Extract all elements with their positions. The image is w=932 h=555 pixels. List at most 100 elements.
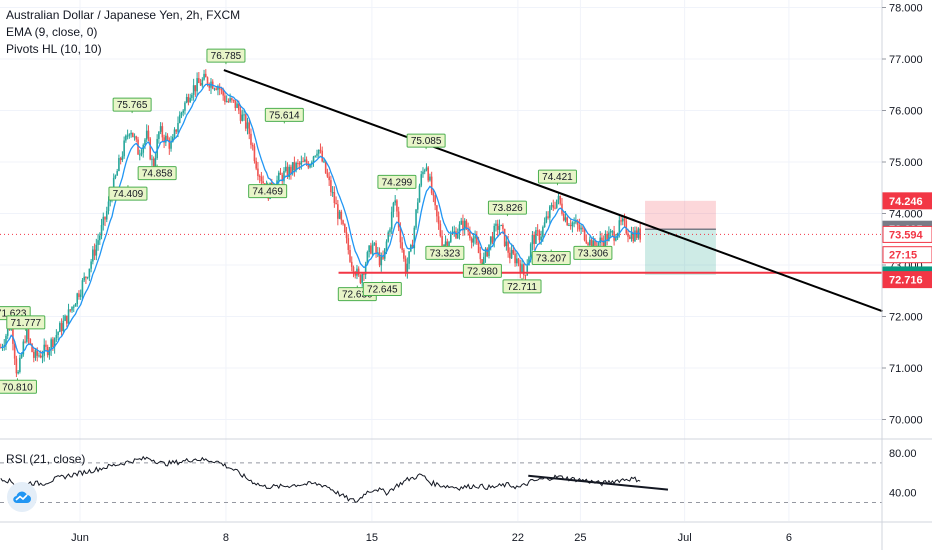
candle-body bbox=[430, 176, 433, 194]
grid bbox=[0, 0, 882, 521]
candle-body bbox=[5, 335, 7, 345]
candle-body bbox=[510, 249, 513, 259]
trend-line bbox=[223, 69, 884, 313]
candle-body bbox=[253, 146, 256, 162]
pivot-label: 73.207 bbox=[536, 254, 567, 265]
candle-body bbox=[50, 339, 52, 350]
candle-body bbox=[587, 243, 589, 246]
chart-legend: Australian Dollar / Japanese Yen, 2h, FX… bbox=[6, 7, 240, 58]
candle-body bbox=[290, 166, 292, 174]
candle-body bbox=[623, 218, 626, 221]
symbol-title[interactable]: Australian Dollar / Japanese Yen, 2h, FX… bbox=[6, 8, 241, 22]
tradingview-cloud-icon[interactable] bbox=[7, 482, 37, 512]
candle-body bbox=[512, 249, 515, 254]
candle-body bbox=[571, 222, 574, 227]
candle-body bbox=[156, 138, 158, 159]
candle-body bbox=[95, 244, 98, 256]
candle-body bbox=[602, 240, 605, 247]
candle-body bbox=[300, 161, 303, 165]
pivot-label: 73.323 bbox=[430, 248, 461, 259]
candle-body bbox=[437, 216, 440, 224]
candle-body bbox=[359, 274, 362, 283]
candles bbox=[0, 69, 641, 378]
candle-body bbox=[20, 354, 23, 358]
pivot-label-box bbox=[0, 379, 37, 394]
candle-body bbox=[429, 176, 431, 181]
candle-body bbox=[163, 137, 165, 143]
candle-body bbox=[0, 347, 2, 349]
candle-body bbox=[350, 261, 353, 267]
candle-body bbox=[177, 123, 179, 132]
pivot-label: 75.765 bbox=[117, 100, 148, 111]
price-badge-label: 72.716 bbox=[889, 275, 923, 287]
candle-body bbox=[171, 137, 174, 143]
candle-body bbox=[71, 306, 73, 311]
pivot-label: 71.777 bbox=[10, 318, 41, 329]
candle-body bbox=[390, 211, 393, 230]
candle-body bbox=[203, 73, 205, 80]
candle-body bbox=[72, 306, 75, 308]
pivot-label-box bbox=[487, 200, 527, 215]
candle-body bbox=[314, 155, 317, 157]
candle-body bbox=[416, 202, 419, 210]
candle-body bbox=[208, 84, 211, 88]
drawing-lines[interactable] bbox=[0, 69, 884, 313]
candle-body bbox=[69, 309, 72, 311]
pivot-label: 76.785 bbox=[211, 51, 242, 62]
candle-body bbox=[397, 211, 400, 228]
candle-body bbox=[620, 220, 622, 222]
candle-body bbox=[378, 252, 381, 266]
pivot-label-box bbox=[206, 48, 246, 63]
candle-body bbox=[116, 171, 118, 176]
candle-body bbox=[293, 162, 296, 171]
candle-body bbox=[53, 337, 56, 348]
candle-body bbox=[284, 166, 287, 172]
candle-body bbox=[625, 220, 628, 234]
candle-body bbox=[503, 228, 506, 246]
candle-body bbox=[34, 350, 37, 358]
candle-body bbox=[225, 101, 228, 103]
candle-body bbox=[178, 114, 181, 124]
candle-body bbox=[206, 77, 209, 85]
candle-body bbox=[493, 225, 496, 243]
candle-body bbox=[86, 277, 89, 279]
price-badge-bg bbox=[882, 192, 932, 210]
candle-body bbox=[196, 78, 198, 92]
pivots-legend[interactable]: Pivots HL (10, 10) bbox=[6, 42, 102, 56]
candle-body bbox=[628, 236, 631, 239]
pivot-label-box bbox=[108, 186, 148, 201]
candle-body bbox=[32, 351, 35, 358]
candle-body bbox=[15, 358, 18, 374]
rsi-legend[interactable]: RSI (21, close) bbox=[6, 452, 86, 466]
candle-body bbox=[312, 156, 315, 163]
candle-body bbox=[309, 164, 311, 168]
price-badge-label: 27:15 bbox=[889, 250, 917, 262]
candle-body bbox=[387, 232, 390, 242]
pivot-label-box bbox=[462, 263, 502, 278]
candle-body bbox=[184, 102, 186, 111]
ema-legend[interactable]: EMA (9, close, 0) bbox=[6, 25, 98, 39]
candle-body bbox=[83, 276, 85, 281]
candle-body bbox=[330, 180, 332, 193]
candle-body bbox=[291, 162, 294, 174]
candle-body bbox=[201, 79, 204, 86]
candle-body bbox=[295, 162, 297, 171]
candle-body bbox=[104, 216, 106, 220]
price-badge-label: 74.246 bbox=[889, 196, 923, 208]
candle-body bbox=[585, 240, 588, 244]
candle-body bbox=[536, 230, 539, 232]
time-tick-label: 25 bbox=[574, 532, 586, 544]
candle-body bbox=[130, 132, 132, 135]
pivot-label: 72.711 bbox=[507, 282, 537, 293]
pivot-label: 75.614 bbox=[269, 110, 300, 121]
candle-body bbox=[594, 240, 596, 246]
rsi-tick-label: 80.00 bbox=[889, 448, 917, 460]
candle-body bbox=[102, 216, 105, 225]
candle-body bbox=[48, 349, 51, 356]
pivot-label: 73.826 bbox=[492, 203, 523, 214]
pivot-label: 74.858 bbox=[142, 169, 173, 180]
candle-body bbox=[298, 163, 301, 165]
